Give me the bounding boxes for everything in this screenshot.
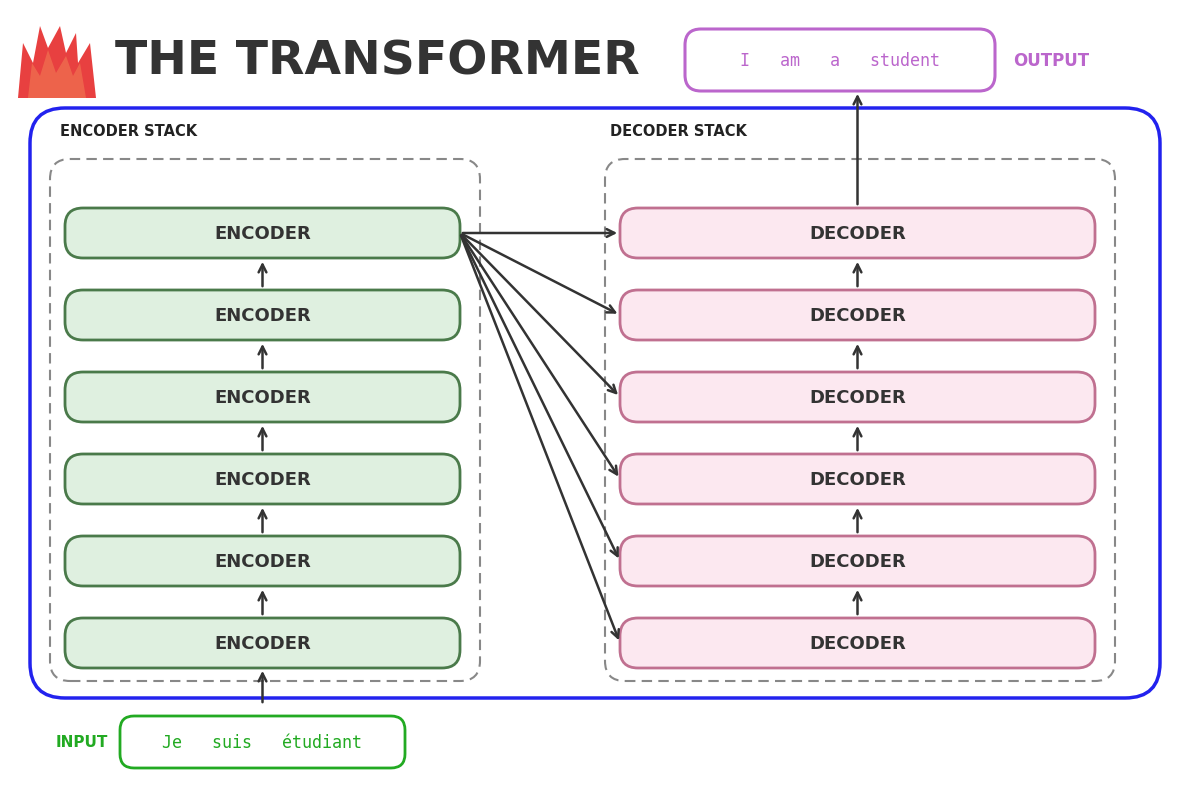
FancyBboxPatch shape bbox=[30, 109, 1160, 698]
Text: I   am   a   student: I am a student bbox=[740, 52, 940, 70]
FancyBboxPatch shape bbox=[620, 536, 1096, 586]
FancyBboxPatch shape bbox=[65, 536, 460, 586]
Text: DECODER: DECODER bbox=[809, 634, 906, 652]
Text: ENCODER: ENCODER bbox=[214, 225, 311, 243]
Text: Je   suis   étudiant: Je suis étudiant bbox=[162, 733, 362, 751]
Text: DECODER: DECODER bbox=[809, 471, 906, 488]
FancyBboxPatch shape bbox=[620, 373, 1096, 422]
Text: DECODER: DECODER bbox=[809, 225, 906, 243]
Text: INPUT: INPUT bbox=[55, 735, 108, 749]
FancyBboxPatch shape bbox=[120, 716, 406, 768]
FancyBboxPatch shape bbox=[620, 618, 1096, 668]
FancyBboxPatch shape bbox=[50, 160, 480, 681]
Text: DECODER STACK: DECODER STACK bbox=[610, 124, 746, 139]
FancyBboxPatch shape bbox=[685, 30, 995, 92]
Text: DECODER: DECODER bbox=[809, 552, 906, 570]
Text: DECODER: DECODER bbox=[809, 389, 906, 406]
FancyBboxPatch shape bbox=[605, 160, 1115, 681]
Text: OUTPUT: OUTPUT bbox=[1013, 52, 1090, 70]
Text: ENCODER: ENCODER bbox=[214, 552, 311, 570]
FancyBboxPatch shape bbox=[620, 454, 1096, 504]
FancyBboxPatch shape bbox=[65, 454, 460, 504]
FancyBboxPatch shape bbox=[620, 209, 1096, 259]
FancyBboxPatch shape bbox=[65, 373, 460, 422]
FancyBboxPatch shape bbox=[65, 291, 460, 340]
Text: ENCODER STACK: ENCODER STACK bbox=[60, 124, 197, 139]
Text: DECODER: DECODER bbox=[809, 307, 906, 324]
Text: ENCODER: ENCODER bbox=[214, 307, 311, 324]
Text: THE TRANSFORMER: THE TRANSFORMER bbox=[115, 39, 640, 84]
Text: ENCODER: ENCODER bbox=[214, 471, 311, 488]
Text: ENCODER: ENCODER bbox=[214, 634, 311, 652]
FancyBboxPatch shape bbox=[620, 291, 1096, 340]
Polygon shape bbox=[28, 51, 86, 99]
Polygon shape bbox=[18, 27, 96, 99]
Text: ENCODER: ENCODER bbox=[214, 389, 311, 406]
FancyBboxPatch shape bbox=[65, 209, 460, 259]
FancyBboxPatch shape bbox=[65, 618, 460, 668]
